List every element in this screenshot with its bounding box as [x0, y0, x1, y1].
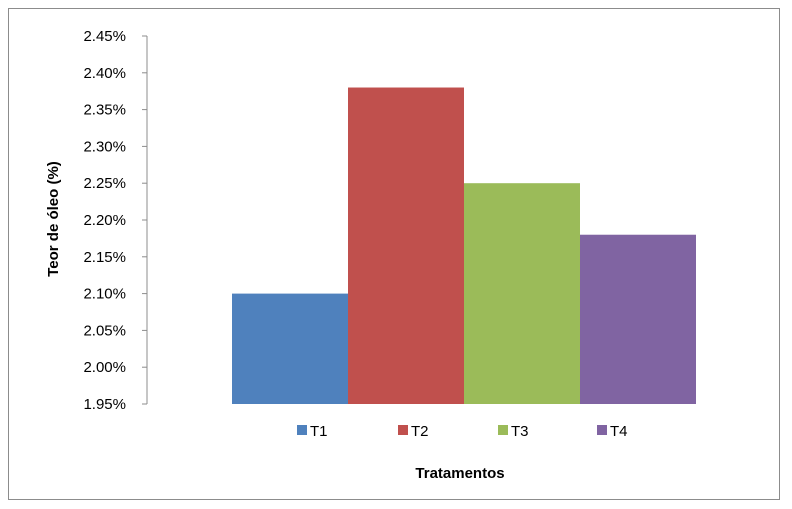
y-tick-label: 2.45%	[83, 28, 126, 45]
legend-swatch-t3	[498, 425, 508, 435]
y-axis: 1.95% 2.00% 2.05% 2.10% 2.15% 2.20% 2.25% 2.30%…	[83, 28, 148, 413]
bar-t4	[580, 234, 696, 404]
y-axis-title: Teor de óleo (%)	[45, 161, 62, 277]
legend: T1 T2 T3 T4	[297, 423, 628, 440]
y-tick-label: 2.15%	[83, 249, 126, 266]
bars	[232, 87, 696, 405]
legend-swatch-t1	[297, 425, 307, 435]
legend-label-t1: T1	[310, 423, 328, 440]
y-tick-label: 2.35%	[83, 102, 126, 119]
y-tick-label: 2.25%	[83, 175, 126, 192]
legend-swatch-t2	[398, 425, 408, 435]
x-axis-title: Tratamentos	[415, 465, 504, 482]
y-tick-label: 2.00%	[83, 359, 126, 376]
y-tick-label: 2.05%	[83, 322, 126, 339]
bar-t2	[348, 87, 464, 405]
y-tick-label: 2.10%	[83, 286, 126, 303]
legend-swatch-t4	[597, 425, 607, 435]
legend-label-t2: T2	[411, 423, 429, 440]
bar-t3	[464, 183, 580, 404]
legend-label-t4: T4	[610, 423, 628, 440]
y-tick-label: 2.40%	[83, 65, 126, 82]
y-tick-label: 2.20%	[83, 212, 126, 229]
legend-label-t3: T3	[511, 423, 529, 440]
y-tick-label: 1.95%	[83, 396, 126, 413]
y-tick-label: 2.30%	[83, 138, 126, 155]
bar-t1	[232, 293, 348, 404]
